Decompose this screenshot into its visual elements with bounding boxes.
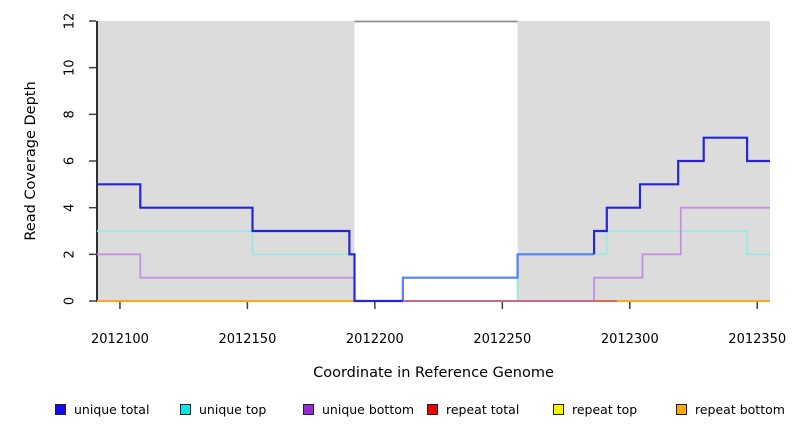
- x-tick-label: 2012100: [91, 332, 149, 347]
- legend-swatch-unique-top: [180, 403, 191, 415]
- legend-label-unique-bottom: unique bottom: [322, 401, 415, 417]
- shaded-region: [517, 21, 770, 301]
- series-unique-total-right-segment--line: [593, 136, 770, 255]
- legend-item-repeat-top: repeat top: [553, 398, 637, 420]
- legend-label-repeat-top: repeat top: [572, 401, 638, 417]
- coverage-plot: 2012100 2012150 2012200 2012250 2012300 20123…: [23, 13, 786, 381]
- legend-label-unique-total: unique total: [74, 401, 150, 417]
- legend-swatch-repeat-total: [427, 403, 438, 415]
- shaded-region: [97, 21, 355, 301]
- legend-label-repeat-total: repeat total: [446, 401, 520, 417]
- legend-swatch-repeat-top: [553, 403, 564, 415]
- y-tick-label: 8: [62, 110, 77, 118]
- y-tick-label: 6: [62, 157, 77, 165]
- x-tick-label: 2012250: [473, 332, 531, 347]
- series-unique-bottom-line: [97, 206, 770, 302]
- legend-item-repeat-bottom: repeat bottom: [676, 398, 785, 420]
- legend-swatch-repeat-bottom: [676, 403, 687, 415]
- legend-swatch-unique-total: [55, 403, 66, 415]
- x-tick-label: 2012150: [218, 332, 276, 347]
- x-tick-label: 2012300: [601, 332, 659, 347]
- y-tick-label: 2: [62, 250, 77, 258]
- legend-swatch-unique-bottom: [303, 403, 314, 415]
- y-tick-label: 12: [62, 13, 77, 30]
- series-total-in-unshaded-gap-line: [401, 253, 595, 301]
- x-axis-title: Coordinate in Reference Genome: [313, 365, 554, 381]
- y-tick-label: 10: [62, 59, 77, 76]
- x-tick-label: 2012350: [728, 332, 786, 347]
- legend-item-repeat-total: repeat total: [427, 398, 519, 420]
- y-tick-label: 4: [62, 204, 77, 212]
- y-axis-title: Read Coverage Depth: [23, 81, 39, 240]
- series-unique-total-left-segment--line: [97, 183, 403, 303]
- y-tick-label: 0: [62, 297, 77, 305]
- legend-item-unique-top: unique top: [180, 398, 266, 420]
- legend-label-unique-top: unique top: [199, 401, 267, 417]
- legend-item-unique-bottom: unique bottom: [303, 398, 414, 420]
- legend-label-repeat-bottom: repeat bottom: [695, 401, 785, 417]
- legend: unique total unique top unique bottom re…: [0, 398, 792, 420]
- legend-item-unique-total: unique total: [55, 398, 149, 420]
- x-tick-label: 2012200: [346, 332, 404, 347]
